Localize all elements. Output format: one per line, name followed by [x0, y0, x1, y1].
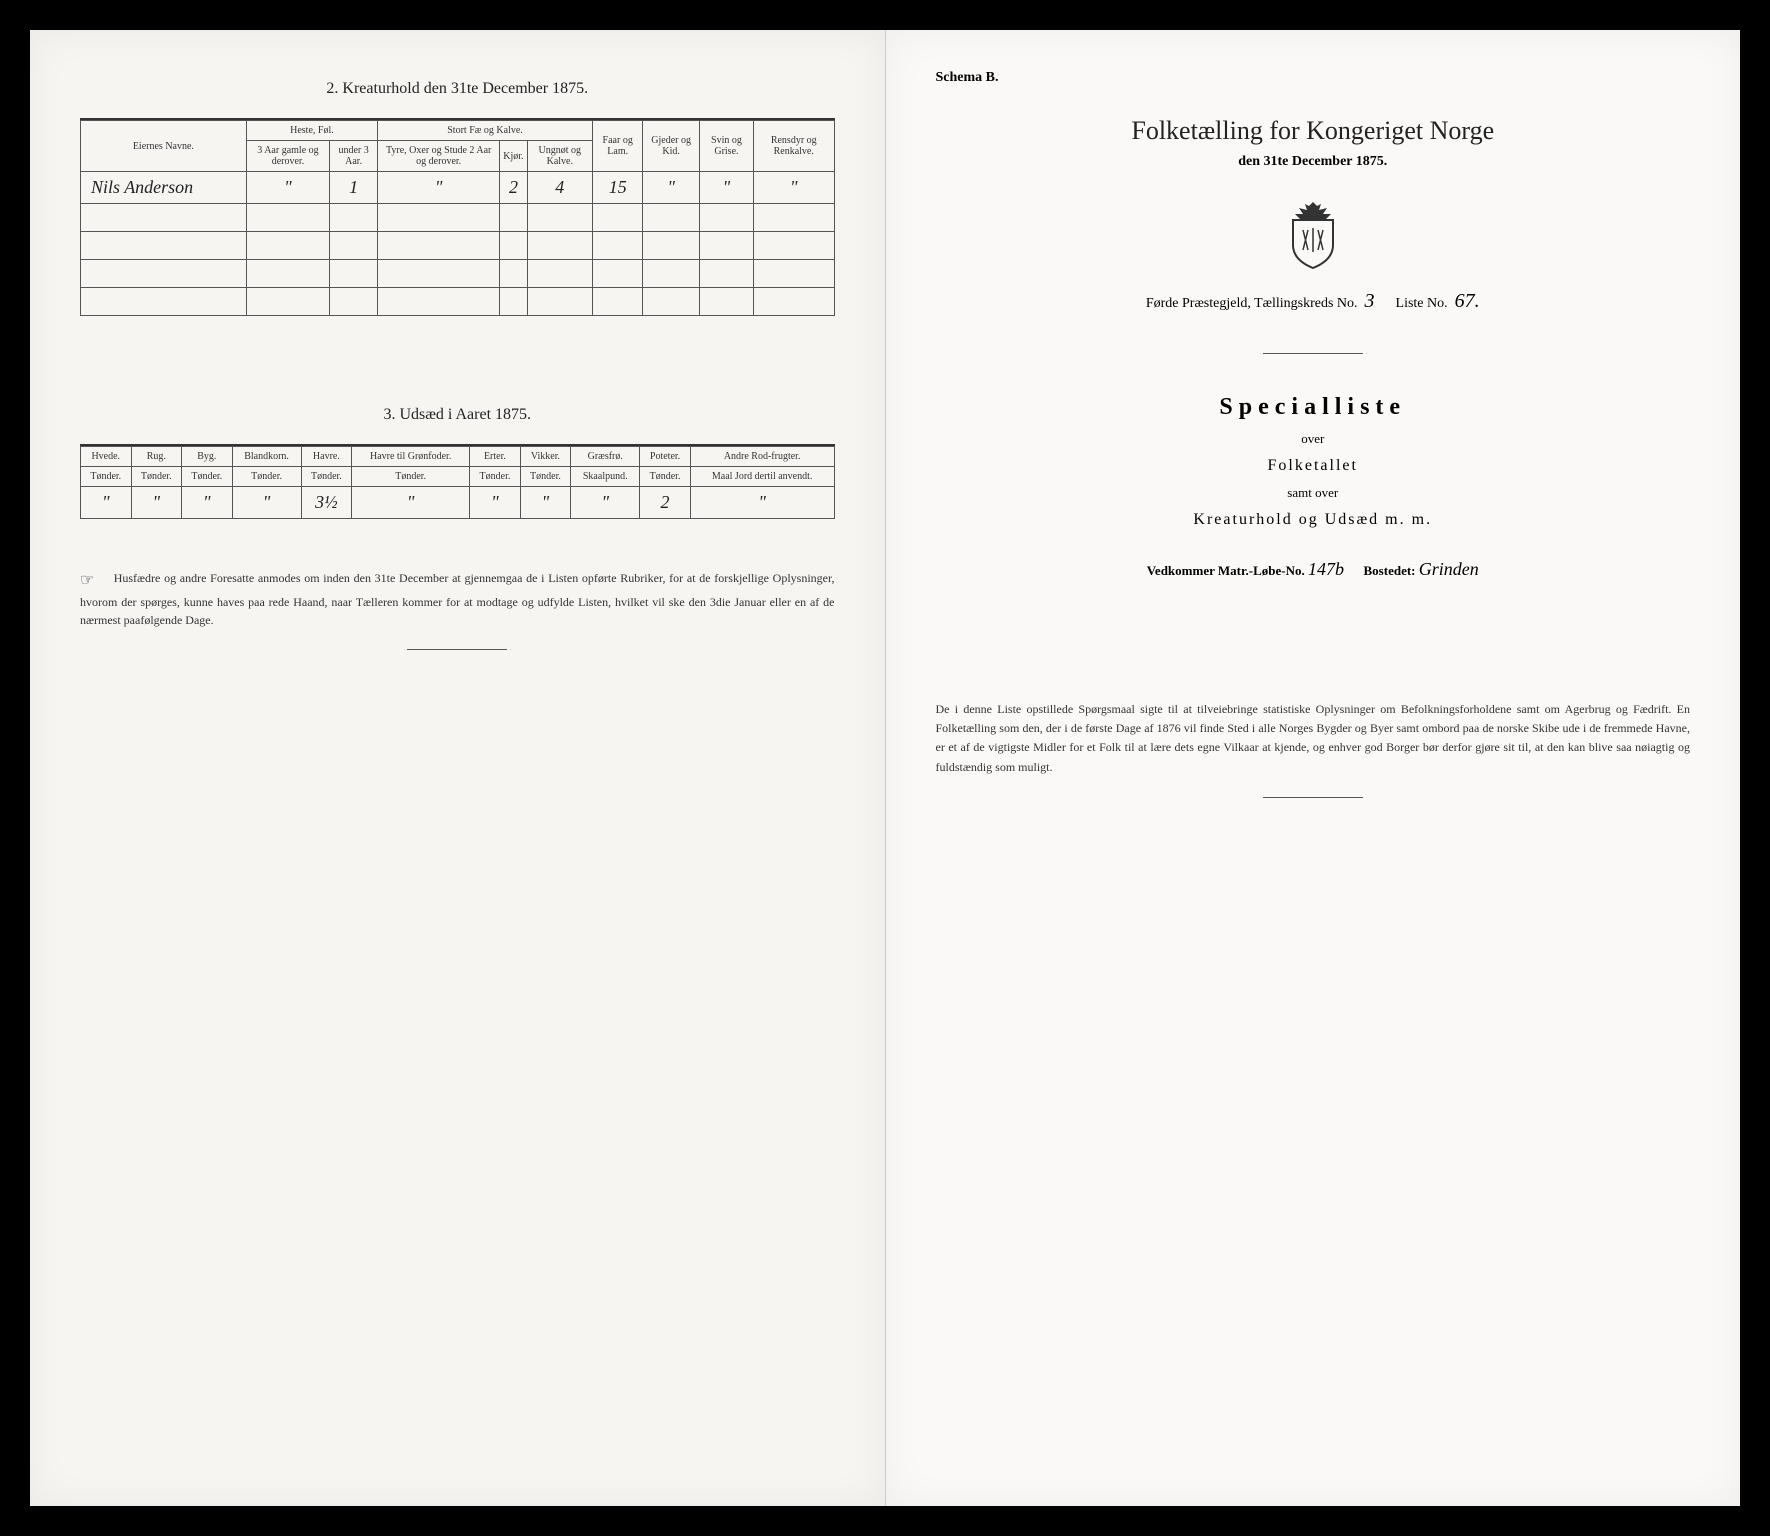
cell: "	[246, 172, 329, 204]
bostedet-value: Grinden	[1419, 559, 1479, 579]
divider	[1263, 797, 1363, 798]
col-havre-gron: Havre til Grønfoder.	[352, 447, 470, 467]
unit: Tønder.	[232, 467, 301, 487]
over-label: over	[936, 431, 1691, 447]
cell: "	[520, 487, 571, 519]
matr-label: Vedkommer Matr.-Løbe-No.	[1147, 563, 1305, 578]
col-stort-b: Kjør.	[500, 141, 527, 172]
coat-of-arms-icon	[1283, 200, 1343, 270]
scanned-document: 2. Kreaturhold den 31te December 1875. E…	[30, 30, 1740, 1506]
cell: "	[571, 487, 640, 519]
unit: Tønder.	[352, 467, 470, 487]
bostedet-label: Bostedet:	[1364, 563, 1416, 578]
cell: "	[378, 172, 500, 204]
pointing-hand-icon: ☞	[80, 569, 110, 593]
cell: "	[699, 172, 753, 204]
cell: "	[753, 172, 834, 204]
cell: "	[690, 487, 834, 519]
bottom-paragraph: De i denne Liste opstillede Spørgsmaal s…	[936, 700, 1691, 777]
cell: 2	[500, 172, 527, 204]
col-erter: Erter.	[470, 447, 521, 467]
seed-table: Hvede. Rug. Byg. Blandkorn. Havre. Havre…	[80, 446, 835, 519]
divider	[1263, 353, 1363, 354]
folketallet-label: Folketallet	[936, 457, 1691, 475]
col-vikker: Vikker.	[520, 447, 571, 467]
unit: Tønder.	[182, 467, 233, 487]
schema-label: Schema B.	[936, 70, 1691, 86]
district-line: Førde Præstegjeld, Tællingskreds No. 3 L…	[936, 290, 1691, 313]
cell: "	[182, 487, 233, 519]
cell: "	[470, 487, 521, 519]
sub-title: den 31te December 1875.	[936, 154, 1691, 170]
unit: Tønder.	[520, 467, 571, 487]
col-rensdyr: Rensdyr og Renkalve.	[753, 121, 834, 172]
cell: 2	[640, 487, 691, 519]
table-row	[81, 260, 835, 288]
cell: 1	[330, 172, 378, 204]
cell: "	[232, 487, 301, 519]
col-poteter: Poteter.	[640, 447, 691, 467]
section2-title: 2. Kreaturhold den 31te December 1875.	[80, 80, 835, 98]
col-name: Eiernes Navne.	[81, 121, 247, 172]
unit: Tønder.	[470, 467, 521, 487]
table-row	[81, 204, 835, 232]
livestock-table: Eiernes Navne. Heste, Føl. Stort Fæ og K…	[80, 120, 835, 316]
main-title: Folketælling for Kongeriget Norge	[936, 116, 1691, 146]
samt-label: samt over	[936, 485, 1691, 501]
footnote-text: Husfædre og andre Foresatte anmodes om i…	[80, 571, 835, 627]
left-footnote: ☞ Husfædre og andre Foresatte anmodes om…	[80, 569, 835, 629]
liste-label: Liste No.	[1396, 296, 1448, 311]
col-faar: Faar og Lam.	[593, 121, 643, 172]
liste-no: 67.	[1455, 290, 1480, 312]
cell: "	[131, 487, 182, 519]
col-stort-c: Ungnøt og Kalve.	[527, 141, 592, 172]
cell: 4	[527, 172, 592, 204]
unit: Tønder.	[640, 467, 691, 487]
unit: Tønder.	[81, 467, 132, 487]
cell: 15	[593, 172, 643, 204]
col-heste-a: 3 Aar gamle og derover.	[246, 141, 329, 172]
col-andre: Andre Rod-frugter.	[690, 447, 834, 467]
col-rug: Rug.	[131, 447, 182, 467]
col-stort-a: Tyre, Oxer og Stude 2 Aar og derover.	[378, 141, 500, 172]
cell-name: Nils Anderson	[81, 172, 247, 204]
matr-line: Vedkommer Matr.-Løbe-No. 147b Bostedet: …	[936, 559, 1691, 580]
table-row	[81, 232, 835, 260]
table-row: " " " " 3½ " " " " 2 "	[81, 487, 835, 519]
cell: "	[81, 487, 132, 519]
left-page: 2. Kreaturhold den 31te December 1875. E…	[30, 30, 886, 1506]
section3-title: 3. Udsæd i Aaret 1875.	[80, 406, 835, 424]
col-blandkorn: Blandkorn.	[232, 447, 301, 467]
kreds-no: 3	[1365, 290, 1375, 312]
divider	[407, 649, 507, 650]
table-row	[81, 288, 835, 316]
col-havre: Havre.	[301, 447, 352, 467]
unit: Tønder.	[131, 467, 182, 487]
col-svin: Svin og Grise.	[699, 121, 753, 172]
unit: Maal Jord dertil anvendt.	[690, 467, 834, 487]
col-byg: Byg.	[182, 447, 233, 467]
col-gjeder: Gjeder og Kid.	[643, 121, 700, 172]
col-hvede: Hvede.	[81, 447, 132, 467]
col-group-heste: Heste, Føl.	[246, 121, 377, 141]
cell: "	[352, 487, 470, 519]
col-grasfro: Græsfrø.	[571, 447, 640, 467]
kreatur-label: Kreaturhold og Udsæd m. m.	[936, 511, 1691, 529]
unit: Skaalpund.	[571, 467, 640, 487]
col-heste-b: under 3 Aar.	[330, 141, 378, 172]
unit: Tønder.	[301, 467, 352, 487]
district-prefix: Førde Præstegjeld, Tællingskreds No.	[1146, 296, 1358, 311]
col-group-stort: Stort Fæ og Kalve.	[378, 121, 593, 141]
right-page: Schema B. Folketælling for Kongeriget No…	[886, 30, 1741, 1506]
specialliste-title: Specialliste	[936, 394, 1691, 421]
table-row: Nils Anderson " 1 " 2 4 15 " " "	[81, 172, 835, 204]
matr-no: 147b	[1308, 559, 1344, 579]
cell: "	[643, 172, 700, 204]
cell: 3½	[301, 487, 352, 519]
